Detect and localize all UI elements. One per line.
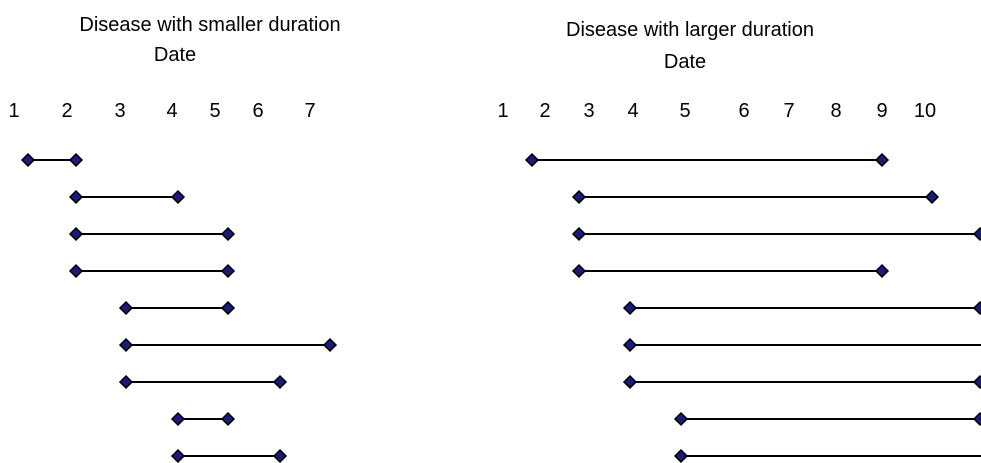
start-diamond-marker	[170, 448, 186, 463]
right-panel-title: Disease with larger duration	[566, 19, 814, 41]
end-diamond-marker	[220, 263, 236, 279]
end-diamond-marker	[220, 411, 236, 427]
start-diamond-marker	[622, 337, 638, 353]
end-diamond-marker	[972, 411, 981, 427]
right-interval-row-7	[622, 374, 981, 390]
tick-label-left-6: 6	[252, 100, 263, 122]
tick-label-right-2: 2	[539, 100, 550, 122]
right-panel-subtitle: Date	[663, 51, 707, 73]
end-diamond-marker	[972, 374, 981, 390]
start-diamond-marker	[170, 411, 186, 427]
right-interval-row-6	[622, 337, 981, 353]
end-diamond-marker	[220, 300, 236, 316]
left-interval-row-1	[20, 152, 84, 168]
tick-label-right-6: 6	[738, 100, 749, 122]
tick-label-right-9: 9	[876, 100, 887, 122]
start-diamond-marker	[571, 226, 587, 242]
right-interval-row-9	[673, 448, 981, 463]
tick-label-right-10: 10	[914, 100, 936, 122]
start-diamond-marker	[68, 226, 84, 242]
left-interval-row-5	[118, 300, 236, 316]
right-interval-row-3	[571, 226, 981, 242]
tick-label-right-8: 8	[830, 100, 841, 122]
tick-label-right-5: 5	[679, 100, 690, 122]
end-diamond-marker	[68, 152, 84, 168]
left-panel-subtitle: Date	[153, 44, 197, 66]
end-diamond-marker	[874, 152, 890, 168]
left-interval-row-7	[118, 374, 288, 390]
start-diamond-marker	[673, 448, 689, 463]
left-panel-title: Disease with smaller duration	[79, 14, 341, 36]
end-diamond-marker	[924, 189, 940, 205]
end-diamond-marker	[874, 263, 890, 279]
end-diamond-marker	[220, 226, 236, 242]
left-interval-row-8	[170, 411, 236, 427]
start-diamond-marker	[571, 263, 587, 279]
start-diamond-marker	[68, 263, 84, 279]
tick-label-right-4: 4	[627, 100, 638, 122]
end-diamond-marker	[972, 300, 981, 316]
tick-label-right-1: 1	[497, 100, 508, 122]
end-diamond-marker	[272, 374, 288, 390]
start-diamond-marker	[68, 189, 84, 205]
start-diamond-marker	[571, 189, 587, 205]
right-interval-row-2	[571, 189, 940, 205]
tick-label-left-4: 4	[166, 100, 177, 122]
start-diamond-marker	[673, 411, 689, 427]
start-diamond-marker	[118, 337, 134, 353]
start-diamond-marker	[118, 374, 134, 390]
start-diamond-marker	[524, 152, 540, 168]
left-interval-row-2	[68, 189, 186, 205]
end-diamond-marker	[322, 337, 338, 353]
start-diamond-marker	[20, 152, 36, 168]
tick-label-left-5: 5	[209, 100, 220, 122]
tick-label-left-3: 3	[114, 100, 125, 122]
right-interval-row-1	[524, 152, 890, 168]
start-diamond-marker	[622, 300, 638, 316]
start-diamond-marker	[622, 374, 638, 390]
right-interval-row-4	[571, 263, 890, 279]
tick-label-right-7: 7	[783, 100, 794, 122]
left-interval-row-6	[118, 337, 338, 353]
tick-label-right-3: 3	[583, 100, 594, 122]
left-interval-row-9	[170, 448, 288, 463]
tick-label-left-2: 2	[61, 100, 72, 122]
start-diamond-marker	[118, 300, 134, 316]
end-diamond-marker	[972, 226, 981, 242]
left-interval-row-4	[68, 263, 236, 279]
left-interval-row-3	[68, 226, 236, 242]
tick-label-left-7: 7	[304, 100, 315, 122]
right-interval-row-5	[622, 300, 981, 316]
right-interval-row-8	[673, 411, 981, 427]
end-diamond-marker	[170, 189, 186, 205]
end-diamond-marker	[272, 448, 288, 463]
tick-label-left-1: 1	[8, 100, 19, 122]
